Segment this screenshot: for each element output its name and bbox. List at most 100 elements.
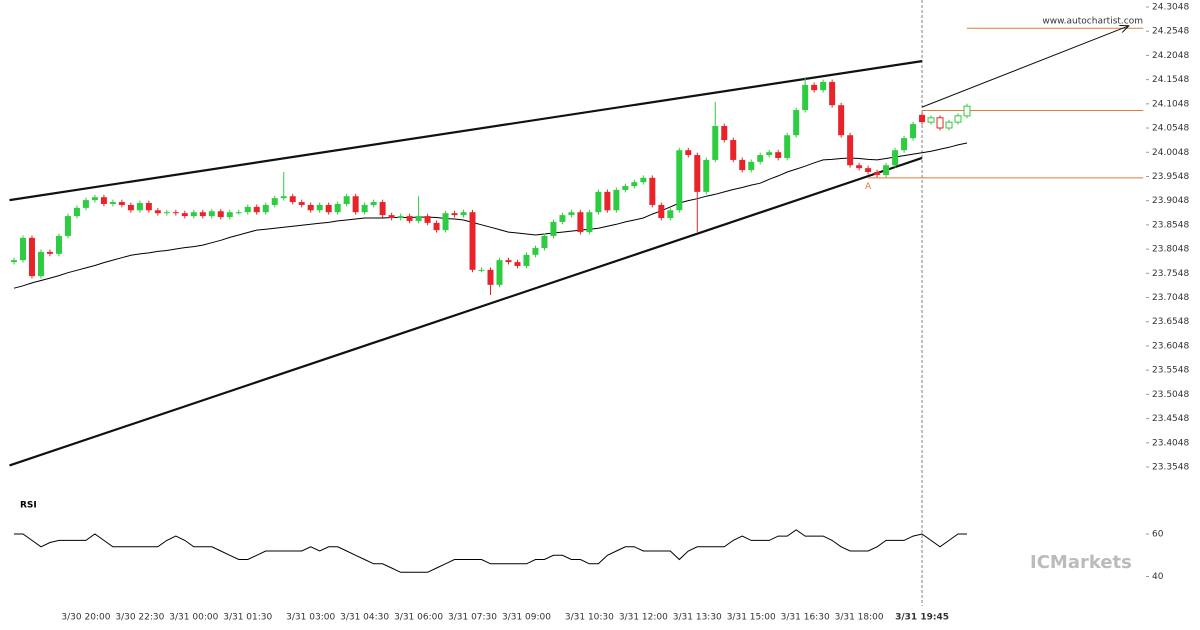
candle-body xyxy=(208,211,215,217)
candle-body xyxy=(694,155,701,192)
y-tick-label: 23.4048 xyxy=(1152,438,1189,448)
trendline xyxy=(9,156,923,467)
candle-body xyxy=(550,221,557,236)
candle-body xyxy=(883,165,890,175)
candle-body xyxy=(244,206,251,213)
y-tick-label: 23.9548 xyxy=(1152,172,1189,182)
x-tick-label: 3/31 01:30 xyxy=(223,613,272,623)
candle-body xyxy=(945,121,953,129)
candle-body xyxy=(145,203,152,211)
candle-body xyxy=(307,204,314,211)
y-tick-label: 23.6048 xyxy=(1152,341,1189,351)
candle-body xyxy=(325,204,332,213)
candle-body xyxy=(919,114,926,123)
x-tick-label: 3/31 18:00 xyxy=(835,613,884,623)
candle-body xyxy=(954,115,962,123)
rsi-line xyxy=(14,529,967,573)
candle-body xyxy=(235,212,242,214)
candle-body xyxy=(298,202,305,205)
candle-body xyxy=(199,212,206,217)
candle-body xyxy=(532,248,539,255)
y-tick-label: 24.0548 xyxy=(1152,124,1189,134)
candle-body xyxy=(802,84,809,111)
trendline xyxy=(9,60,923,202)
candle-body xyxy=(811,84,818,91)
y-tick-label: 24.3048 xyxy=(1152,3,1189,13)
candle-body xyxy=(514,262,521,266)
candle-body xyxy=(676,150,683,211)
y-tick-label: 23.5548 xyxy=(1152,366,1189,376)
x-tick-label: 3/31 04:30 xyxy=(340,613,389,623)
candle-body xyxy=(442,213,449,231)
point-label: A xyxy=(865,182,872,192)
candle-body xyxy=(172,212,179,214)
candle-body xyxy=(640,177,647,183)
x-tick-label: 3/31 09:00 xyxy=(502,613,551,623)
candle-body xyxy=(874,172,881,175)
candle-body xyxy=(406,216,413,221)
candle-body xyxy=(631,182,638,187)
y-tick-label: 23.8048 xyxy=(1152,245,1189,255)
candle-body xyxy=(505,260,512,263)
candle-body xyxy=(415,216,422,221)
candle-body xyxy=(64,216,71,236)
candle-body xyxy=(136,203,143,211)
candle-body xyxy=(487,269,494,285)
candle-body xyxy=(748,161,755,171)
candle-body xyxy=(577,212,584,233)
candle-body xyxy=(622,186,629,190)
candle-body xyxy=(856,165,863,169)
candle-body xyxy=(343,196,350,204)
x-tick-label: 3/31 00:00 xyxy=(169,613,218,623)
candle-body xyxy=(127,204,134,211)
y-tick-label: 24.1548 xyxy=(1152,75,1189,85)
candle-body xyxy=(433,222,440,231)
candle-body xyxy=(568,212,575,216)
rsi-title: RSI xyxy=(20,501,37,511)
candle-body xyxy=(667,210,674,219)
y-tick-label: 23.9048 xyxy=(1152,196,1189,206)
candle-body xyxy=(334,203,341,213)
candle-body xyxy=(109,202,116,204)
candle-body xyxy=(658,204,665,219)
y-tick-label: 23.7548 xyxy=(1152,269,1189,279)
candle-body xyxy=(352,196,359,213)
candle-body xyxy=(936,117,944,129)
candle-body xyxy=(865,168,872,173)
candle-body xyxy=(541,235,548,249)
candle-body xyxy=(361,204,368,213)
y-tick-label: 23.8548 xyxy=(1152,220,1189,230)
candle-body xyxy=(11,260,17,263)
candle-body xyxy=(379,202,386,216)
candle-body xyxy=(55,235,62,254)
candle-body xyxy=(775,152,782,158)
candle-body xyxy=(82,200,89,208)
candle-body xyxy=(712,126,719,160)
x-tick-label: 3/31 13:30 xyxy=(673,613,722,623)
candle-body xyxy=(370,202,377,205)
candle-body xyxy=(757,155,764,162)
candle-body xyxy=(685,150,692,156)
x-tick-label: 3/30 20:00 xyxy=(61,613,110,623)
candle-body xyxy=(217,211,224,218)
candle-body xyxy=(559,215,566,222)
moving-average xyxy=(13,142,968,289)
candle-body xyxy=(892,150,899,166)
x-tick-label: 3/31 16:30 xyxy=(781,613,830,623)
candle-body xyxy=(604,191,611,211)
candle-body xyxy=(388,215,395,219)
arrow xyxy=(921,26,1129,108)
candle-body xyxy=(649,177,656,205)
candle-body xyxy=(262,204,269,213)
candle-body xyxy=(595,191,602,213)
candle-body xyxy=(316,204,323,211)
rsi-tick-label: 40 xyxy=(1152,572,1164,582)
candle-body xyxy=(46,251,53,254)
x-tick-label: 3/30 22:30 xyxy=(115,613,164,623)
candle-body xyxy=(163,212,170,214)
candle-body xyxy=(181,213,188,217)
candle-body xyxy=(28,237,35,277)
y-tick-label: 23.7048 xyxy=(1152,293,1189,303)
candle-body xyxy=(73,207,80,217)
